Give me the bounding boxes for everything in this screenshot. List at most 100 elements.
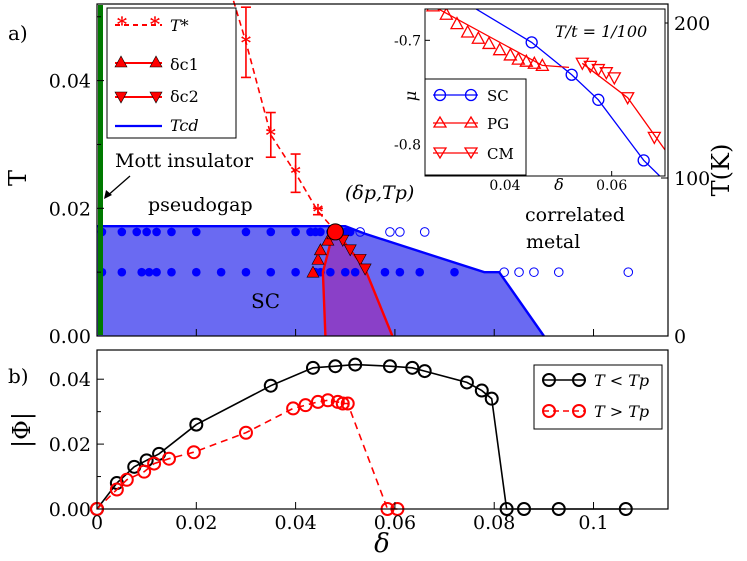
b-xticklabel-4: 0.08 xyxy=(473,512,515,534)
a-y2label: T(K) xyxy=(707,144,735,197)
inset-point-SC-1 xyxy=(525,36,538,49)
b-point-0-9 xyxy=(348,357,363,372)
panel-a-axes: 0.00 0.02 0.04 0 100 200 xyxy=(49,13,711,348)
inset-point-CM-5 xyxy=(620,92,635,106)
inset-xticklabel-0: 0.04 xyxy=(489,178,520,194)
b-legend-below-marker-2 xyxy=(572,373,586,387)
filled-point-2 xyxy=(132,227,142,237)
tstar-point-3: * xyxy=(313,200,324,224)
b-xticklabel-0: 0 xyxy=(91,512,103,534)
filled-point-5 xyxy=(167,227,176,237)
b-legend-above-marker-2 xyxy=(572,404,586,418)
b-point-0-8 xyxy=(328,359,343,374)
inset-legend-sc-label: SC xyxy=(487,87,509,105)
inset-point-PG-9 xyxy=(519,53,534,67)
inset-point-PG-6 xyxy=(492,42,507,56)
filled-point-1 xyxy=(117,227,127,237)
filled-point-32 xyxy=(350,267,360,277)
b-point-1-2 xyxy=(119,472,134,487)
b-point-1-1 xyxy=(109,482,124,497)
inset-xlabel: δ xyxy=(554,175,564,194)
b-yticklabel-1: 0.02 xyxy=(49,434,91,456)
b-point-1-11 xyxy=(320,393,335,408)
a-yticklabel-1: 0.02 xyxy=(49,198,91,220)
filled-point-21 xyxy=(152,267,161,277)
legend-dc1-marker-2 xyxy=(149,55,163,68)
dc1-point-3 xyxy=(321,233,335,246)
inset-legend-cm-marker xyxy=(432,147,448,160)
filled-point-4 xyxy=(152,227,161,237)
panel-b-axes: 0 0.02 0.04 0.06 0.08 0.1 0.00 0.02 0.04 xyxy=(49,369,609,534)
filled-point-19 xyxy=(137,267,146,277)
filled-point-25 xyxy=(241,267,251,277)
filled-point-22 xyxy=(167,267,176,277)
mott-insulator-label: Mott insulator xyxy=(115,150,254,172)
open-point-4 xyxy=(499,267,509,277)
panel-a: a) * * * * Mott insulator pseudogap (δp,Tp)… xyxy=(4,0,735,348)
inset-point-PG-11 xyxy=(535,58,550,72)
legend-tstar-marker: * xyxy=(117,12,128,36)
tstar-point-0: * xyxy=(241,30,252,54)
inset-point-PG-5 xyxy=(481,36,497,50)
b-line-1 xyxy=(96,399,398,510)
b-point-1-5 xyxy=(161,451,176,466)
b-point-0-15 xyxy=(484,391,499,406)
inset-yticklabel-1: -0.8 xyxy=(394,138,421,154)
open-point-8 xyxy=(623,267,634,277)
inset-legend-pg-marker xyxy=(432,115,448,128)
b-point-0-11 xyxy=(405,360,420,375)
inset-legend-sc-marker xyxy=(433,88,447,102)
panel-a-frame xyxy=(96,3,669,337)
tstar-point-1: * xyxy=(266,123,277,147)
legend-tstar-label: T* xyxy=(170,16,189,35)
pseudogap-sc-region xyxy=(322,233,393,336)
panel-b-frame xyxy=(96,349,669,510)
a-regions xyxy=(97,224,545,337)
a-y2ticklabel-1: 100 xyxy=(674,168,710,190)
a-yticklabel-2: 0.04 xyxy=(49,71,91,93)
inset-point-PG-8 xyxy=(511,51,526,65)
a-y2ticklabel-0: 0 xyxy=(674,326,686,348)
inset-ylabel: μ xyxy=(401,91,420,101)
a-data-points xyxy=(97,227,634,277)
b-point-0-5 xyxy=(189,417,204,432)
b-yticklabel-0: 0.00 xyxy=(49,499,91,521)
b-point-0-12 xyxy=(417,364,432,379)
b-point-0-6 xyxy=(263,378,278,393)
inset-legend-sc-marker-2 xyxy=(464,88,478,102)
filled-point-23 xyxy=(192,267,201,277)
tstar-point-2: * xyxy=(290,161,301,185)
b-point-1-6 xyxy=(186,445,201,460)
a-y2ticklabel-2: 200 xyxy=(674,13,710,35)
a-legend-box xyxy=(106,7,237,139)
filled-point-31 xyxy=(340,267,350,277)
filled-point-34 xyxy=(395,267,405,277)
panel-b-label: b) xyxy=(8,364,29,388)
filled-point-3 xyxy=(142,227,151,237)
inset-point-SC-2 xyxy=(565,68,578,81)
filled-point-8 xyxy=(266,227,276,237)
a-ylabel: T xyxy=(4,170,32,186)
b-legend: T < Tp T > Tp xyxy=(533,364,663,430)
b-point-1-7 xyxy=(238,425,253,440)
open-point-5 xyxy=(514,267,524,277)
dc1-point-2 xyxy=(313,243,327,256)
b-xticklabel-3: 0.06 xyxy=(374,512,416,534)
inset-point-PG-2 xyxy=(449,16,465,30)
b-point-0-10 xyxy=(382,359,397,374)
inset-point-PG-10 xyxy=(527,55,542,69)
a-yticklabel-0: 0.00 xyxy=(49,326,91,348)
filled-point-30 xyxy=(326,267,335,277)
legend-dc2-marker-2 xyxy=(149,91,163,104)
metal-label: metal xyxy=(526,231,580,253)
mott-insulator-bar xyxy=(98,5,103,335)
dc2-point-3 xyxy=(358,263,372,276)
critical-point-label: (δp,Tp) xyxy=(345,182,414,204)
b-xticklabel-2: 0.04 xyxy=(274,512,316,534)
filled-point-16 xyxy=(345,227,355,237)
b-legend-below-label: T < Tp xyxy=(594,371,649,390)
inset-line-PG xyxy=(437,9,570,69)
legend-dc2-label: δc2 xyxy=(170,87,199,106)
a-series-lines: * * * * xyxy=(232,0,394,337)
inset-legend-pg-label: PG xyxy=(487,115,509,133)
